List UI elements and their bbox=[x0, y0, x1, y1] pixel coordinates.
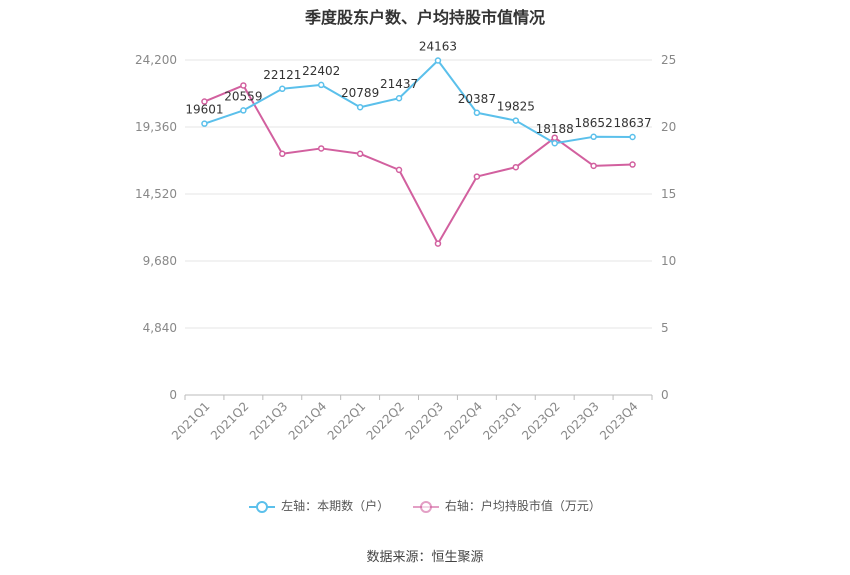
series-line-households bbox=[204, 59, 633, 145]
point-households bbox=[356, 103, 364, 111]
series-line-market-value bbox=[204, 84, 633, 245]
x-tick-label: 2023Q1 bbox=[480, 399, 524, 443]
point-market-value bbox=[512, 163, 520, 171]
y-right-tick-label: 5 bbox=[661, 321, 669, 335]
point-households bbox=[240, 107, 247, 114]
data-label-households: 22121 bbox=[263, 68, 301, 82]
y-left-tick-label: 19,360 bbox=[135, 120, 177, 134]
data-label-households: 18652 bbox=[575, 116, 613, 130]
x-tick-label: 2023Q2 bbox=[519, 399, 563, 443]
point-households bbox=[629, 133, 636, 141]
data-label-households: 19825 bbox=[497, 100, 535, 114]
point-market-value bbox=[395, 166, 403, 174]
y-right-tick-label: 25 bbox=[661, 53, 676, 67]
data-label-households: 18637 bbox=[613, 116, 651, 130]
point-households bbox=[551, 139, 558, 147]
point-market-value bbox=[201, 98, 208, 105]
legend: 左轴：本期数（户） 右轴：户均持股市值（万元） bbox=[0, 497, 850, 514]
point-market-value bbox=[629, 161, 636, 168]
y-right-tick-label: 0 bbox=[661, 388, 669, 402]
line-chart: 0 4,840 9,680 14,520 19,360 24,200 0 5 10 15 20 25 2… bbox=[135, 40, 676, 443]
y-right-tick-label: 15 bbox=[661, 187, 676, 201]
y-right-tick-label: 10 bbox=[661, 254, 676, 268]
x-tick-label: 2022Q2 bbox=[364, 399, 408, 443]
point-market-value bbox=[240, 82, 247, 89]
data-label-households: 18188 bbox=[536, 122, 574, 136]
point-market-value bbox=[473, 173, 481, 180]
point-households bbox=[317, 81, 325, 89]
legend-label-market-value: 右轴：户均持股市值（万元） bbox=[444, 499, 601, 513]
data-label-households: 22402 bbox=[302, 64, 340, 78]
x-tick-label: 2022Q4 bbox=[441, 399, 485, 443]
data-label-households: 20789 bbox=[341, 86, 379, 100]
y-left-tick-label: 24,200 bbox=[135, 53, 177, 67]
data-label-households: 20387 bbox=[458, 92, 496, 106]
source-note: 数据来源：恒生聚源 bbox=[366, 550, 484, 565]
point-market-value bbox=[434, 240, 442, 247]
x-tick-label: 2023Q4 bbox=[597, 399, 641, 443]
x-tick-label: 2022Q3 bbox=[403, 399, 447, 443]
series-layer bbox=[201, 57, 636, 247]
y-left-tick-label: 0 bbox=[169, 388, 177, 402]
x-tick-label: 2021Q1 bbox=[169, 399, 213, 443]
y-left-tick-label: 14,520 bbox=[135, 187, 177, 201]
chart-title: 季度股东户数、户均持股市值情况 bbox=[304, 8, 545, 27]
legend-marker-households bbox=[249, 500, 276, 513]
point-market-value bbox=[590, 162, 597, 170]
point-households bbox=[590, 133, 597, 141]
point-market-value bbox=[356, 150, 364, 158]
x-tick-label: 2021Q3 bbox=[247, 399, 291, 443]
data-label-households: 21437 bbox=[380, 77, 418, 91]
data-label-households: 24163 bbox=[419, 40, 457, 54]
legend-item-market-value[interactable]: 右轴：户均持股市值（万元） bbox=[412, 497, 601, 514]
point-households bbox=[434, 57, 442, 64]
legend-item-households[interactable]: 左轴：本期数（户） bbox=[249, 497, 389, 514]
point-market-value bbox=[317, 145, 325, 152]
x-tick-label: 2023Q3 bbox=[558, 399, 602, 443]
x-tick-label: 2021Q2 bbox=[208, 399, 252, 443]
point-households bbox=[395, 94, 403, 102]
y-left-tick-label: 9,680 bbox=[143, 254, 177, 268]
point-households bbox=[512, 117, 520, 124]
point-households bbox=[279, 85, 286, 93]
grid-lines bbox=[185, 59, 652, 329]
y-left-tick-label: 4,840 bbox=[143, 321, 177, 335]
legend-label-households: 左轴：本期数（户） bbox=[281, 499, 390, 513]
data-label-households: 20559 bbox=[224, 89, 262, 103]
y-right-tick-label: 20 bbox=[661, 120, 676, 134]
x-tick-label: 2022Q1 bbox=[325, 399, 369, 443]
point-households bbox=[473, 109, 481, 117]
x-tick-label: 2021Q4 bbox=[286, 399, 330, 443]
point-market-value bbox=[279, 150, 286, 158]
point-households bbox=[201, 120, 208, 127]
legend-marker-market-value bbox=[412, 500, 439, 513]
data-label-households: 19601 bbox=[185, 103, 223, 117]
